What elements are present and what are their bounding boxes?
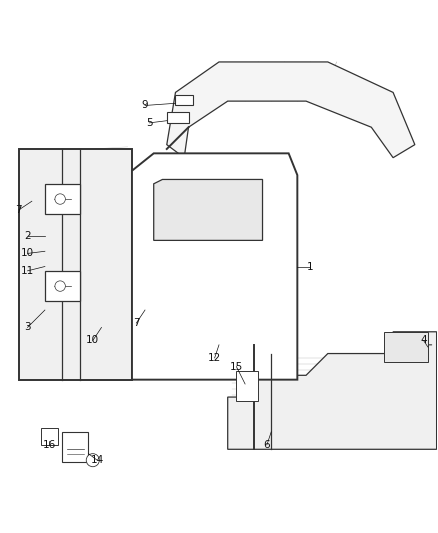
Polygon shape xyxy=(167,112,188,123)
Text: 4: 4 xyxy=(420,335,427,345)
Polygon shape xyxy=(167,62,415,158)
Polygon shape xyxy=(154,180,262,240)
Text: 16: 16 xyxy=(42,440,56,450)
Bar xyxy=(45,271,80,301)
Text: 11: 11 xyxy=(21,266,34,276)
Text: 5: 5 xyxy=(146,118,153,128)
Circle shape xyxy=(86,454,99,467)
Text: 12: 12 xyxy=(208,353,221,363)
Polygon shape xyxy=(19,149,132,379)
Bar xyxy=(237,371,258,401)
Text: 1: 1 xyxy=(307,262,314,271)
Circle shape xyxy=(55,281,65,292)
Text: 3: 3 xyxy=(24,322,31,333)
Polygon shape xyxy=(228,332,437,449)
Text: 2: 2 xyxy=(24,231,31,241)
Polygon shape xyxy=(176,94,193,106)
Bar xyxy=(45,184,80,214)
Text: 7: 7 xyxy=(133,318,140,328)
Text: 6: 6 xyxy=(264,440,270,450)
Text: 15: 15 xyxy=(230,361,243,372)
Text: 9: 9 xyxy=(142,100,148,110)
Text: 10: 10 xyxy=(86,335,99,345)
Text: 10: 10 xyxy=(21,248,34,259)
Polygon shape xyxy=(62,432,88,462)
Text: 14: 14 xyxy=(91,455,104,465)
Polygon shape xyxy=(132,154,297,379)
Circle shape xyxy=(55,194,65,204)
Bar xyxy=(41,427,58,445)
Bar xyxy=(385,332,428,362)
Text: 7: 7 xyxy=(15,205,22,215)
